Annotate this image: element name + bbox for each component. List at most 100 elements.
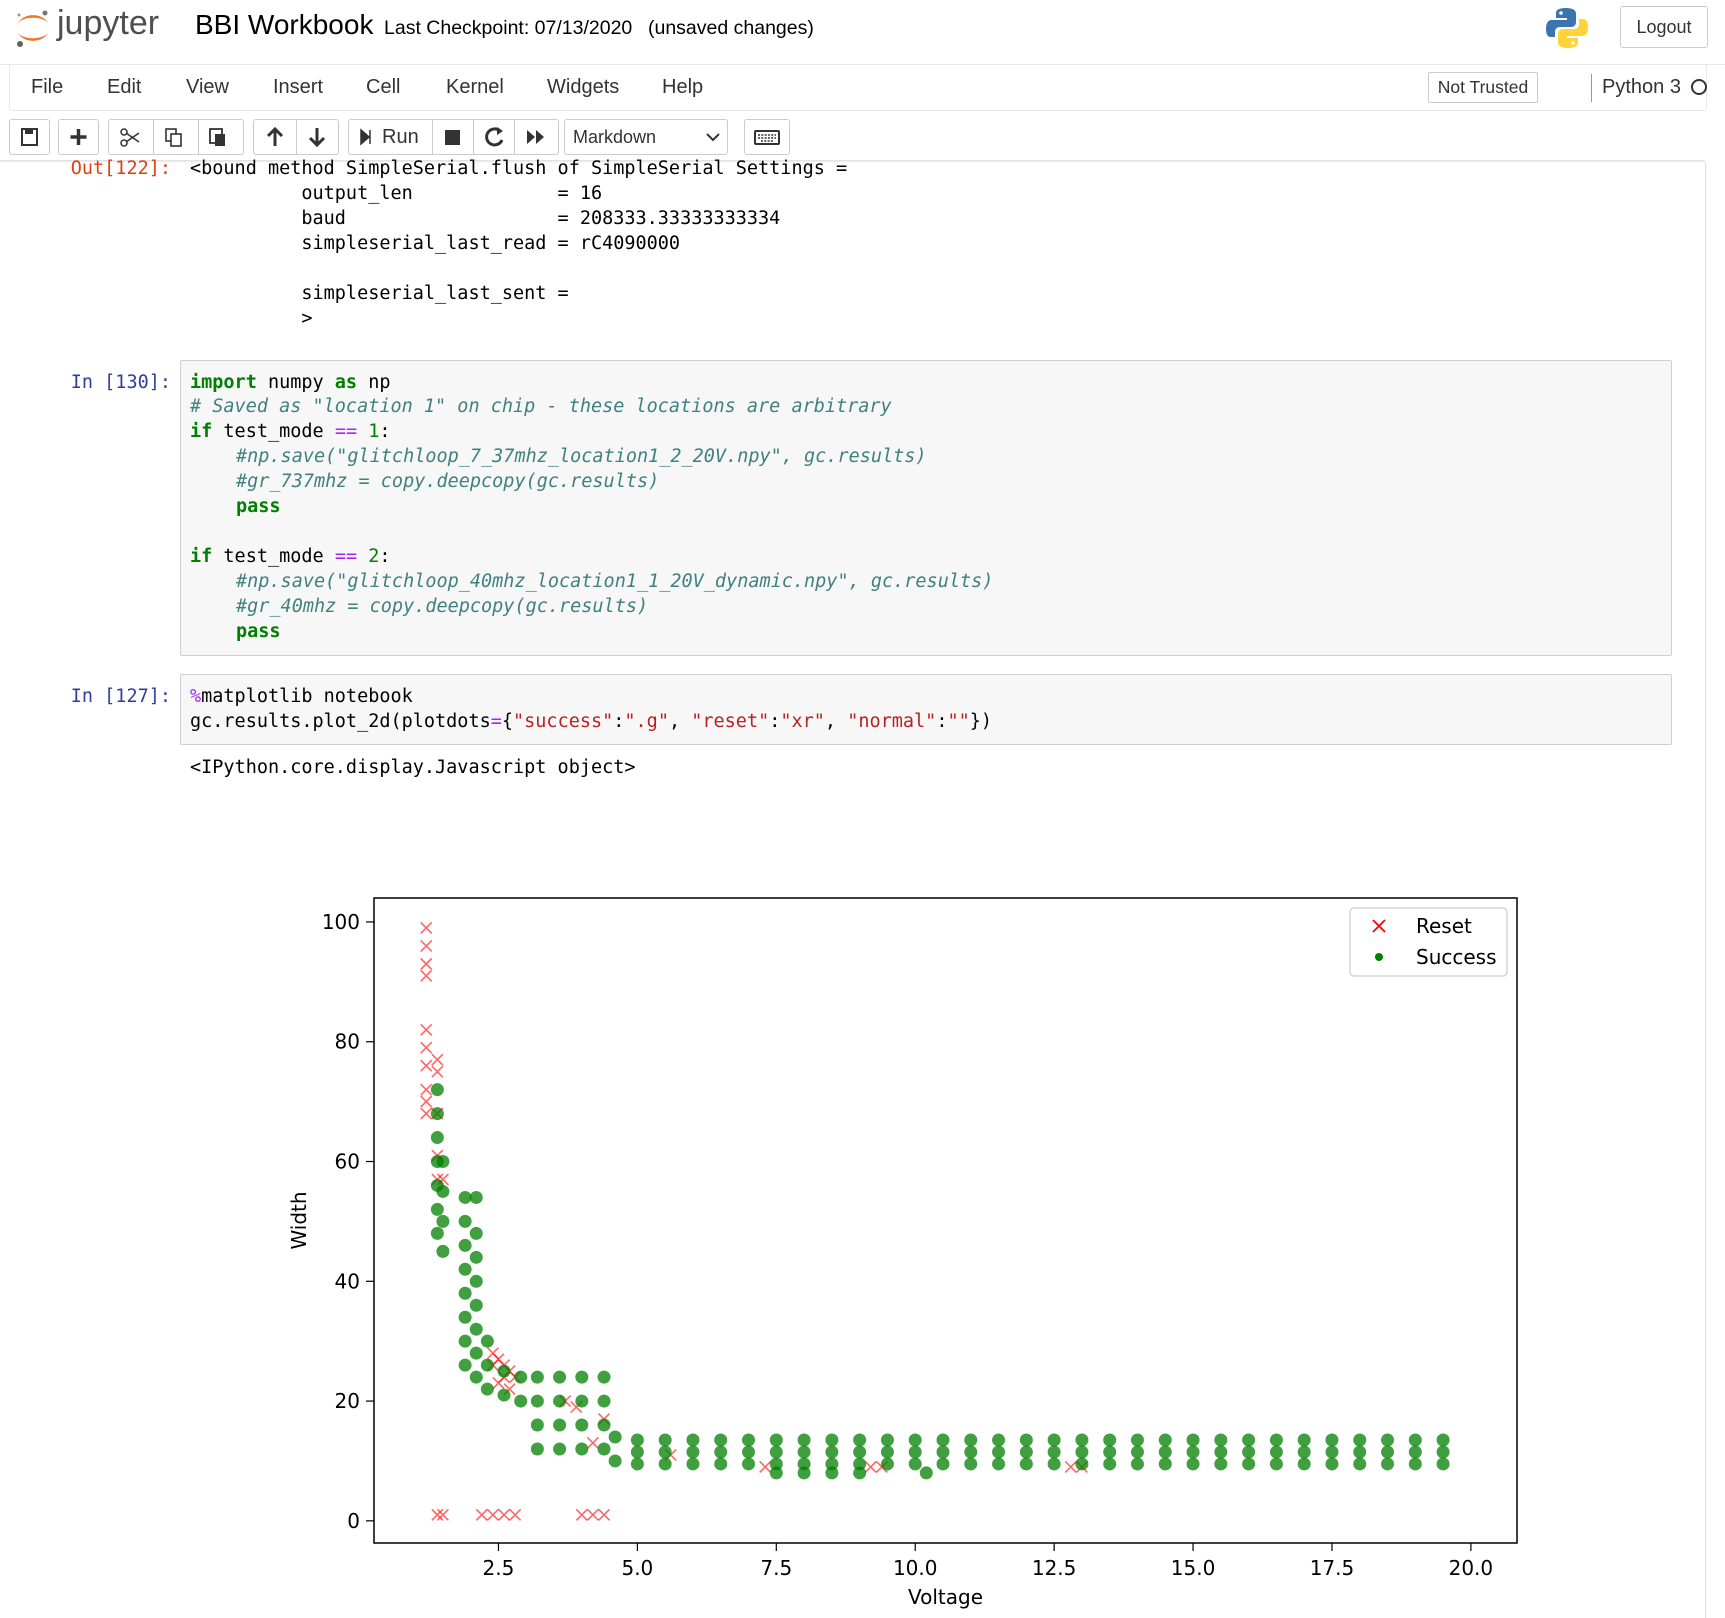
success-marker [458,1286,472,1300]
success-marker [597,1442,611,1456]
success-marker [742,1445,756,1459]
y-tick-label: 80 [335,1030,360,1054]
code-cell[interactable] [180,360,1672,656]
legend-frame [1349,907,1508,977]
code-token: pass [236,496,281,517]
edit-button-group[interactable] [108,119,244,155]
code-token: matplotlib notebook [201,686,413,707]
success-marker [1186,1457,1200,1471]
code-token: 1 [357,421,380,442]
code-line: # Saved as "location 1" on chip - these … [190,394,892,419]
success-marker [1158,1445,1172,1459]
success-marker [458,1190,472,1204]
success-marker [1103,1457,1117,1471]
success-marker [469,1226,483,1240]
success-marker [936,1433,950,1447]
move-button-group[interactable] [253,119,339,155]
reset-marker [864,1460,877,1474]
command-palette-button[interactable] [744,119,790,155]
menu-item[interactable]: Widgets [547,76,620,98]
success-marker [853,1466,867,1480]
button-separator [296,120,297,154]
axes-frame [373,897,1518,1544]
success-marker [1019,1433,1033,1447]
success-marker [1408,1433,1422,1447]
reset-marker [436,1508,449,1521]
legend-label: Reset [1416,914,1472,938]
success-marker [964,1433,978,1447]
reset-marker [486,1508,499,1521]
menu-item[interactable]: Cell [366,76,401,98]
success-marker [1186,1433,1200,1447]
menu-item[interactable]: Help [662,76,704,98]
run-label[interactable]: Run [382,126,419,148]
save-button[interactable] [9,119,50,155]
success-marker [1214,1457,1228,1471]
reset-marker [420,969,433,982]
code-token: #np.save("glitchloop_7_37mhz_location1_2… [236,446,927,467]
code-line: #np.save("glitchloop_7_37mhz_location1_2… [236,444,927,469]
success-marker [430,1131,444,1145]
trust-indicator[interactable]: Not Trusted [1428,72,1538,103]
success-marker [1325,1457,1339,1471]
output-line: baud = 208333.33333333334 [190,208,781,229]
success-marker [1381,1445,1395,1459]
code-token: }) [969,711,993,732]
insert-cell-button[interactable] [58,119,99,155]
code-token: ".g" [624,711,669,732]
kernel-name: Python 3 [1602,76,1681,98]
success-marker [553,1418,567,1432]
cell-type-label[interactable]: Markdown [573,127,657,147]
notebook-title[interactable]: BBI Workbook [195,9,374,40]
success-marker [497,1388,511,1402]
success-marker [597,1418,611,1432]
success-marker [1353,1445,1367,1459]
success-marker [630,1445,644,1459]
success-marker [458,1262,472,1276]
code-line: if test_mode == 1: [190,419,391,444]
code-token: if [190,421,213,442]
menu-item[interactable]: View [186,76,229,98]
code-token: if [190,546,213,567]
success-marker [797,1466,811,1480]
success-marker [853,1445,867,1459]
header: jupyter BBI Workbook Last Checkpoint: 07… [0,0,1725,65]
success-marker [436,1155,450,1169]
menu-item[interactable]: Insert [273,76,324,98]
code-token: as [334,372,358,393]
success-marker [1075,1457,1089,1471]
success-marker [514,1394,528,1408]
icon [266,126,326,148]
success-marker [714,1433,728,1447]
toolbar-shadow [0,160,1705,163]
code-token: : [379,421,391,442]
run-button-group[interactable]: Run [348,119,559,155]
y-tick-label: 40 [335,1269,360,1293]
logout-button[interactable]: Logout [1620,6,1708,48]
success-marker [964,1457,978,1471]
success-marker [575,1418,589,1432]
code-token: : [769,711,781,732]
success-marker [742,1433,756,1447]
code-cell[interactable] [180,674,1672,745]
menu-item[interactable]: File [31,76,64,98]
success-marker [908,1433,922,1447]
output-line: > [190,308,313,329]
reset-marker [420,957,433,970]
success-marker [936,1445,950,1459]
output-prompt: Out[122]: [70,158,171,179]
code-line: import numpy as np [190,370,391,395]
menu-item[interactable]: Edit [107,76,142,98]
x-tick-label: 10.0 [893,1556,938,1580]
code-token: "xr" [780,711,825,732]
success-marker [469,1346,483,1360]
success-marker [714,1445,728,1459]
success-marker [825,1433,839,1447]
success-marker [497,1364,511,1378]
cell-type-select[interactable]: Markdown [564,119,728,155]
success-marker [1353,1457,1367,1471]
scrollbar[interactable] [1705,163,1725,1618]
menu-item[interactable]: Kernel [446,76,504,98]
success-marker [575,1442,589,1456]
